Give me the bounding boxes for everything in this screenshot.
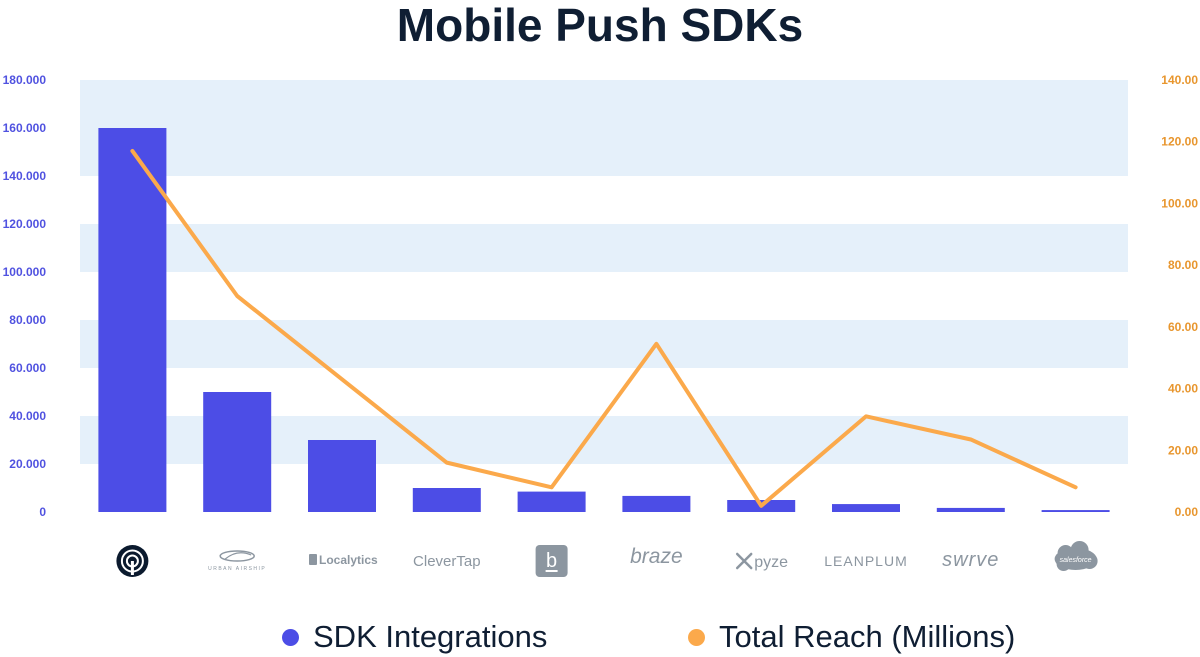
x-tick-label: URBAN AIRSHIP [208, 566, 266, 572]
y-left-tick-label: 40.000 [9, 409, 46, 423]
grid-band [80, 80, 1128, 128]
grid-band [80, 128, 1128, 176]
onesignal-icon [116, 545, 148, 577]
x-tick-label: swrve [942, 549, 999, 571]
y-left-tick-label: 20.000 [9, 457, 46, 471]
y-left-tick-label: 80.000 [9, 313, 46, 327]
bar-localytics [308, 440, 376, 512]
legend-label-total-reach: Total Reach (Millions) [719, 619, 1015, 655]
y-right-tick-label: 140.00 [1161, 73, 1198, 87]
y-right-tick-label: 60.00 [1168, 320, 1198, 334]
x-tick-label: LEANPLUM [824, 553, 907, 569]
urban-airship-logo: URBAN AIRSHIP [208, 551, 266, 572]
x-tick-label: Localytics [319, 553, 378, 567]
x-tick-label: salesforce [1060, 557, 1092, 564]
bar-salesforce [1042, 510, 1110, 512]
x-tick-label: b [546, 550, 557, 572]
y-right-tick-label: 80.00 [1168, 258, 1198, 272]
y-left-tick-label: 120.000 [3, 217, 47, 231]
y-right-tick-label: 20.00 [1168, 443, 1198, 457]
legend-item-sdk-integrations: SDK Integrations [282, 617, 547, 657]
y-left-tick-label: 140.000 [3, 169, 47, 183]
bar-batch [518, 492, 586, 512]
legend: SDK Integrations Total Reach (Millions) [0, 617, 1200, 657]
legend-dot-total-reach [688, 629, 705, 646]
grid-band [80, 320, 1128, 368]
y-left-tick-label: 160.000 [3, 121, 47, 135]
bar-urban-airship [203, 392, 271, 512]
salesforce-logo: salesforce [1055, 541, 1098, 571]
localytics-logo: Localytics [309, 553, 378, 567]
legend-label-sdk-integrations: SDK Integrations [313, 619, 547, 655]
pyze-logo: pyze [737, 554, 788, 571]
y-right-tick-label: 40.00 [1168, 382, 1198, 396]
bar-clevertap [413, 488, 481, 512]
y-right-tick-label: 0.00 [1175, 505, 1199, 519]
y-left-tick-label: 100.000 [3, 265, 47, 279]
x-tick-label: pyze [754, 554, 788, 571]
y-left-tick-label: 60.000 [9, 361, 46, 375]
bar-swrve [937, 508, 1005, 512]
bar-braze [622, 496, 690, 512]
batch-logo: b [536, 545, 568, 577]
bar-leanplum [832, 504, 900, 512]
x-tick-label: CleverTap [413, 553, 481, 570]
legend-dot-sdk-integrations [282, 629, 299, 646]
chart-svg: 0 20.000 40.000 60.000 80.000 100.000 120.000 1… [0, 0, 1200, 615]
legend-item-total-reach: Total Reach (Millions) [688, 617, 1015, 657]
y-left-tick-label: 0 [39, 505, 46, 519]
grid-band [80, 224, 1128, 272]
y-left-tick-label: 180.000 [3, 73, 47, 87]
y-right-tick-label: 100.00 [1161, 196, 1198, 210]
x-tick-label: braze [630, 545, 683, 568]
y-right-tick-label: 120.00 [1161, 135, 1198, 149]
